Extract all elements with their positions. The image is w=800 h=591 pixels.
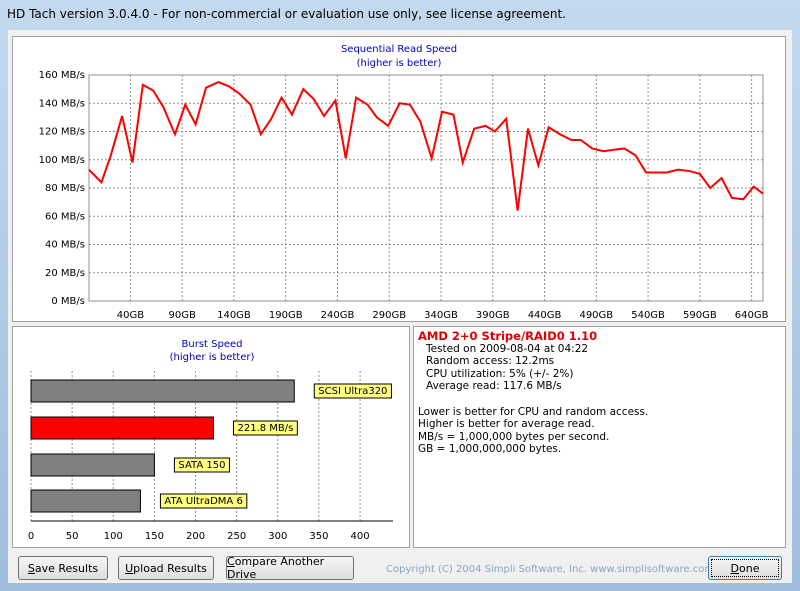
x-tick-label: 90GB <box>169 310 196 321</box>
label-box <box>313 383 392 399</box>
x-tick-label: 240GB <box>321 310 355 321</box>
label-box <box>159 493 248 509</box>
x-tick-label: 190GB <box>269 310 303 321</box>
burst-chart: Burst Speed (higher is better) 0 50 100 150… <box>12 326 410 548</box>
button-label: Compare Another Drive <box>227 555 325 581</box>
plot-border <box>88 74 764 302</box>
button-label: Done <box>730 561 760 575</box>
x-tick-label: 490GB <box>579 310 613 321</box>
chart-title: Burst Speed <box>182 339 243 350</box>
bar <box>30 453 155 477</box>
button-label: Upload Results <box>125 561 207 575</box>
chart-subtitle: (higher is better) <box>170 352 255 363</box>
info-line: Lower is better for CPU and random acces… <box>418 405 649 418</box>
info-line: MB/s = 1,000,000 bytes per second. <box>418 430 610 443</box>
info-line: GB = 1,000,000,000 bytes. <box>418 443 562 455</box>
y-tick-label: 120 MB/s <box>39 127 85 138</box>
info-panel: AMD 2+0 Stripe/RAID0 1.10 Tested on 2009… <box>413 326 786 548</box>
button-label: Save Results <box>27 561 99 575</box>
x-tick-label: 40GB <box>117 310 144 321</box>
x-tick-label: 150 <box>145 531 164 542</box>
results: Tested on 2009-08-04 at 04:22 Random acce… <box>418 343 781 393</box>
bar-label: SCSI Ultra320 <box>318 386 387 397</box>
compare-button[interactable]: Compare Another Drive <box>226 555 354 581</box>
x-tick-label: 390GB <box>476 310 510 321</box>
y-tick-label: 160 MB/s <box>39 70 85 81</box>
save-button[interactable]: Save Results <box>18 556 108 580</box>
notes: Lower is better for CPU and random acces… <box>418 406 781 456</box>
y-tick-label: 0 MB/s <box>51 296 85 307</box>
x-tick-label: 350 <box>309 531 328 542</box>
x-tick-label: 50 <box>66 531 79 542</box>
bar <box>30 416 214 440</box>
y-tick-label: 80 MB/s <box>45 183 85 194</box>
x-tick-label: 590GB <box>683 310 717 321</box>
read-line <box>88 80 764 211</box>
x-tick-label: 440GB <box>528 310 562 321</box>
info-line: Random access: 12.2ms <box>426 355 555 367</box>
info-line: Average read: 117.6 MB/s <box>426 380 562 392</box>
info-line: CPU utilization: 5% (+/- 2%) <box>426 367 574 380</box>
y-tick-label: 140 MB/s <box>39 98 85 109</box>
bar-label: SATA 150 <box>178 460 225 471</box>
window-title: HD Tach version 3.0.4.0 - For non-commer… <box>7 7 566 21</box>
done-button[interactable]: Done <box>708 556 782 580</box>
client-area: Sequential Read Speed (higher is better)… <box>8 30 792 583</box>
label-box <box>232 420 298 436</box>
value-label: 221.8 MB/s <box>237 423 293 434</box>
x-tick-label: 540GB <box>631 310 665 321</box>
x-tick-label: 290GB <box>372 310 406 321</box>
chart-title: Sequential Read Speed <box>341 44 457 55</box>
bar <box>30 489 141 513</box>
info-line: Tested on 2009-08-04 at 04:22 <box>426 342 589 355</box>
y-tick-label: 60 MB/s <box>45 211 85 222</box>
upload-button[interactable]: Upload Results <box>118 556 214 580</box>
bar-label: ATA UltraDMA 6 <box>164 496 242 507</box>
x-tick-label: 0 <box>28 531 34 542</box>
y-tick-label: 20 MB/s <box>45 268 85 279</box>
x-tick-label: 300 <box>268 531 287 542</box>
bar <box>30 379 295 403</box>
drive-name: AMD 2+0 Stripe/RAID0 1.10 <box>418 329 598 343</box>
x-tick-label: 140GB <box>217 310 251 321</box>
y-tick-label: 40 MB/s <box>45 240 85 251</box>
info-line: Higher is better for average read. <box>418 418 595 430</box>
y-tick-label: 100 MB/s <box>39 155 85 166</box>
x-tick-label: 250 <box>227 531 246 542</box>
x-tick-label: 640GB <box>735 310 769 321</box>
read-chart: Sequential Read Speed (higher is better)… <box>12 36 786 322</box>
x-tick-label: 340GB <box>424 310 458 321</box>
x-tick-label: 100 <box>104 531 123 542</box>
x-tick-label: 200 <box>186 531 205 542</box>
label-box <box>173 457 230 473</box>
x-tick-label: 400 <box>351 531 370 542</box>
copyright: Copyright (C) 2004 Simpli Software, Inc.… <box>386 564 715 575</box>
chart-subtitle: (higher is better) <box>357 58 442 69</box>
